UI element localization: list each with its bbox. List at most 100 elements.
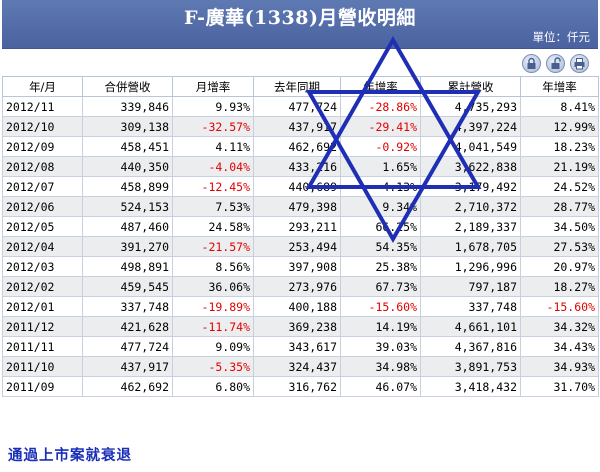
cell-cumulative: 4,735,293 bbox=[420, 96, 521, 117]
cell-mom: 9.93% bbox=[172, 96, 254, 117]
cell-month: 2011/12 bbox=[2, 316, 83, 337]
cell-mom: -21.57% bbox=[172, 236, 254, 257]
table-row: 2012/01 337,748 -19.89% 400,188 -15.60% 337,7… bbox=[2, 296, 599, 317]
cell-yoy: 1.65% bbox=[340, 156, 421, 177]
cell-yoy: 14.19% bbox=[340, 316, 421, 337]
table-row: 2012/06 524,153 7.53% 479,398 9.34% 2,710,372… bbox=[2, 196, 599, 217]
cell-last-year: 479,398 bbox=[253, 196, 341, 217]
cell-mom: -11.74% bbox=[172, 316, 254, 337]
cell-revenue: 462,692 bbox=[82, 376, 173, 397]
col-header-mom[interactable]: 月增率 bbox=[172, 76, 254, 97]
cell-revenue: 458,451 bbox=[82, 136, 173, 157]
lock-icon[interactable] bbox=[522, 54, 541, 73]
print-icon[interactable] bbox=[570, 54, 589, 73]
table-row: 2011/09 462,692 6.80% 316,762 46.07% 3,418,43… bbox=[2, 376, 599, 397]
cell-mom: 9.09% bbox=[172, 336, 254, 357]
cell-last-year: 343,617 bbox=[253, 336, 341, 357]
table-row: 2012/09 458,451 4.11% 462,692 -0.92% 4,041,54… bbox=[2, 136, 599, 157]
cell-month: 2012/01 bbox=[2, 296, 83, 317]
cell-month: 2012/08 bbox=[2, 156, 83, 177]
cell-mom: -32.57% bbox=[172, 116, 254, 137]
cell-cumulative-yoy: 24.52% bbox=[520, 176, 599, 197]
cell-month: 2012/10 bbox=[2, 116, 83, 137]
cell-cumulative-yoy: 34.93% bbox=[520, 356, 599, 377]
cell-revenue: 421,628 bbox=[82, 316, 173, 337]
col-header-last-year[interactable]: 去年同期 bbox=[253, 76, 341, 97]
cell-cumulative: 3,179,492 bbox=[420, 176, 521, 197]
cell-month: 2012/02 bbox=[2, 276, 83, 297]
cell-revenue: 339,846 bbox=[82, 96, 173, 117]
cell-cumulative-yoy: 34.50% bbox=[520, 216, 599, 237]
cell-mom: 7.53% bbox=[172, 196, 254, 217]
cell-revenue: 487,460 bbox=[82, 216, 173, 237]
cell-mom: 24.58% bbox=[172, 216, 254, 237]
cell-last-year: 400,188 bbox=[253, 296, 341, 317]
page-title: F-廣華(1338)月營收明細 bbox=[184, 7, 416, 29]
col-header-cumulative-yoy[interactable]: 年增率 bbox=[520, 76, 599, 97]
cell-last-year: 462,692 bbox=[253, 136, 341, 157]
table-row: 2012/05 487,460 24.58% 293,211 66.25% 2,189,3… bbox=[2, 216, 599, 237]
table-row: 2012/11 339,846 9.93% 477,724 -28.86% 4,735,2… bbox=[2, 96, 599, 117]
cell-month: 2012/11 bbox=[2, 96, 83, 117]
table-row: 2012/07 458,899 -12.45% 440,689 4.13% 3,179,4… bbox=[2, 176, 599, 197]
cell-revenue: 459,545 bbox=[82, 276, 173, 297]
cell-cumulative-yoy: 31.70% bbox=[520, 376, 599, 397]
cell-last-year: 293,211 bbox=[253, 216, 341, 237]
unlock-icon[interactable] bbox=[546, 54, 565, 73]
cell-yoy: 66.25% bbox=[340, 216, 421, 237]
cell-revenue: 477,724 bbox=[82, 336, 173, 357]
cell-revenue: 440,350 bbox=[82, 156, 173, 177]
table-row: 2012/02 459,545 36.06% 273,976 67.73% 797,187… bbox=[2, 276, 599, 297]
cell-last-year: 397,908 bbox=[253, 256, 341, 277]
cell-month: 2012/04 bbox=[2, 236, 83, 257]
cell-cumulative-yoy: 21.19% bbox=[520, 156, 599, 177]
cell-cumulative-yoy: -15.60% bbox=[520, 296, 599, 317]
cell-last-year: 369,238 bbox=[253, 316, 341, 337]
cell-month: 2012/03 bbox=[2, 256, 83, 277]
cell-last-year: 324,437 bbox=[253, 356, 341, 377]
col-header-revenue[interactable]: 合併營收 bbox=[82, 76, 173, 97]
table-row: 2012/10 309,138 -32.57% 437,917 -29.41% 4,397… bbox=[2, 116, 599, 137]
cell-cumulative: 4,367,816 bbox=[420, 336, 521, 357]
cell-cumulative: 797,187 bbox=[420, 276, 521, 297]
cell-cumulative: 1,678,705 bbox=[420, 236, 521, 257]
cell-yoy: 25.38% bbox=[340, 256, 421, 277]
cell-cumulative: 3,622,838 bbox=[420, 156, 521, 177]
cell-mom: -19.89% bbox=[172, 296, 254, 317]
col-header-month[interactable]: 年/月 bbox=[2, 76, 83, 97]
cell-cumulative: 4,041,549 bbox=[420, 136, 521, 157]
annotation-caption: 通過上市案就衰退 bbox=[8, 448, 132, 464]
table-row: 2012/03 498,891 8.56% 397,908 25.38% 1,296,99… bbox=[2, 256, 599, 277]
cell-mom: 8.56% bbox=[172, 256, 254, 277]
toolbar bbox=[2, 49, 598, 76]
cell-month: 2012/05 bbox=[2, 216, 83, 237]
cell-revenue: 437,917 bbox=[82, 356, 173, 377]
cell-yoy: 9.34% bbox=[340, 196, 421, 217]
cell-revenue: 524,153 bbox=[82, 196, 173, 217]
cell-last-year: 433,216 bbox=[253, 156, 341, 177]
cell-mom: 4.11% bbox=[172, 136, 254, 157]
revenue-table: 年/月 合併營收 月增率 去年同期 年增率 累計營收 年增率 2012/11 33… bbox=[2, 76, 599, 397]
cell-revenue: 391,270 bbox=[82, 236, 173, 257]
cell-yoy: 46.07% bbox=[340, 376, 421, 397]
col-header-cumulative[interactable]: 累計營收 bbox=[420, 76, 521, 97]
table-row: 2012/04 391,270 -21.57% 253,494 54.35% 1,678,… bbox=[2, 236, 599, 257]
cell-cumulative-yoy: 8.41% bbox=[520, 96, 599, 117]
cell-yoy: 34.98% bbox=[340, 356, 421, 377]
cell-mom: -12.45% bbox=[172, 176, 254, 197]
cell-yoy: -28.86% bbox=[340, 96, 421, 117]
table-row: 2011/10 437,917 -5.35% 324,437 34.98% 3,891,7… bbox=[2, 356, 599, 377]
cell-month: 2012/09 bbox=[2, 136, 83, 157]
cell-cumulative: 4,397,224 bbox=[420, 116, 521, 137]
cell-cumulative-yoy: 28.77% bbox=[520, 196, 599, 217]
cell-revenue: 309,138 bbox=[82, 116, 173, 137]
cell-mom: -5.35% bbox=[172, 356, 254, 377]
cell-yoy: 67.73% bbox=[340, 276, 421, 297]
cell-mom: 6.80% bbox=[172, 376, 254, 397]
cell-yoy: 39.03% bbox=[340, 336, 421, 357]
cell-month: 2012/06 bbox=[2, 196, 83, 217]
cell-cumulative: 2,189,337 bbox=[420, 216, 521, 237]
col-header-yoy[interactable]: 年增率 bbox=[340, 76, 421, 97]
cell-cumulative: 1,296,996 bbox=[420, 256, 521, 277]
unit-label: 單位：仟元 bbox=[532, 30, 591, 44]
